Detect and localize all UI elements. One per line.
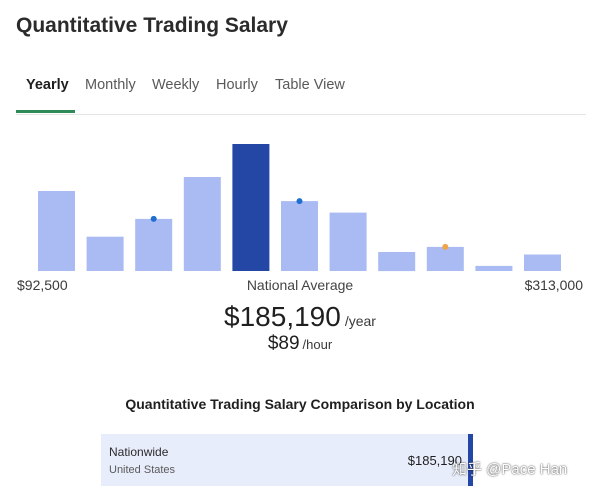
salary-distribution-histogram bbox=[38, 144, 561, 272]
histogram-marker-dot bbox=[150, 215, 157, 222]
active-tab-indicator bbox=[16, 110, 75, 113]
tab-table-view[interactable]: Table View bbox=[275, 77, 345, 93]
tab-hourly[interactable]: Hourly bbox=[216, 77, 258, 93]
location-salary-value: $185,190 bbox=[407, 453, 462, 468]
average-hourly-unit: /hour bbox=[302, 337, 333, 352]
histogram-bar bbox=[475, 265, 513, 271]
histogram-max-label: $313,000 bbox=[524, 277, 583, 293]
tab-weekly[interactable]: Weekly bbox=[152, 77, 200, 93]
histogram-marker-dot bbox=[296, 198, 303, 205]
average-yearly-unit: /year bbox=[344, 313, 376, 329]
tab-yearly[interactable]: Yearly bbox=[26, 77, 69, 93]
tab-monthly[interactable]: Monthly bbox=[85, 77, 136, 93]
histogram-bar-national-average bbox=[232, 144, 270, 271]
histogram-bar bbox=[135, 218, 173, 271]
comparison-title: Quantitative Trading Salary Comparison b… bbox=[125, 396, 475, 412]
average-hourly-value: $89 bbox=[267, 333, 300, 354]
location-bar-marker bbox=[468, 434, 473, 486]
histogram-bar bbox=[183, 177, 221, 271]
histogram-bar bbox=[426, 246, 464, 271]
page-title: Quantitative Trading Salary bbox=[16, 14, 288, 37]
histogram-bar bbox=[86, 236, 124, 271]
zhihu-watermark: 知乎 @Pace Han bbox=[452, 461, 568, 478]
histogram-bar bbox=[38, 191, 75, 271]
histogram-bar bbox=[281, 201, 318, 271]
location-row-nationwide[interactable]: Nationwide United States $185,190 bbox=[101, 434, 473, 486]
national-average-label: National Average bbox=[246, 277, 354, 293]
histogram-bar bbox=[378, 252, 416, 272]
average-yearly-value: $185,190 bbox=[224, 301, 341, 332]
average-yearly: $185,190/year bbox=[0, 301, 600, 333]
average-hourly: $89/hour bbox=[0, 333, 600, 355]
location-name: Nationwide bbox=[109, 445, 169, 459]
salary-period-tabs: Yearly Monthly Weekly Hourly Table View bbox=[16, 68, 586, 115]
location-country: United States bbox=[109, 464, 176, 476]
histogram-min-label: $92,500 bbox=[17, 277, 68, 293]
histogram-bar bbox=[329, 212, 367, 271]
histogram-marker-dot bbox=[442, 243, 449, 250]
histogram-bar bbox=[524, 254, 561, 271]
